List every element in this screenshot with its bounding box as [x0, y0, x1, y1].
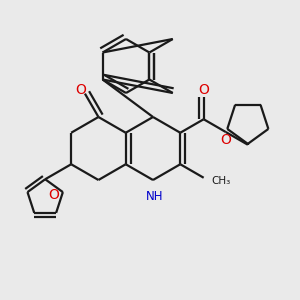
- Text: O: O: [48, 188, 59, 202]
- Text: CH₃: CH₃: [211, 176, 230, 186]
- Text: NH: NH: [146, 190, 163, 202]
- Text: O: O: [198, 83, 209, 97]
- Text: O: O: [220, 134, 231, 147]
- Text: O: O: [75, 83, 86, 97]
